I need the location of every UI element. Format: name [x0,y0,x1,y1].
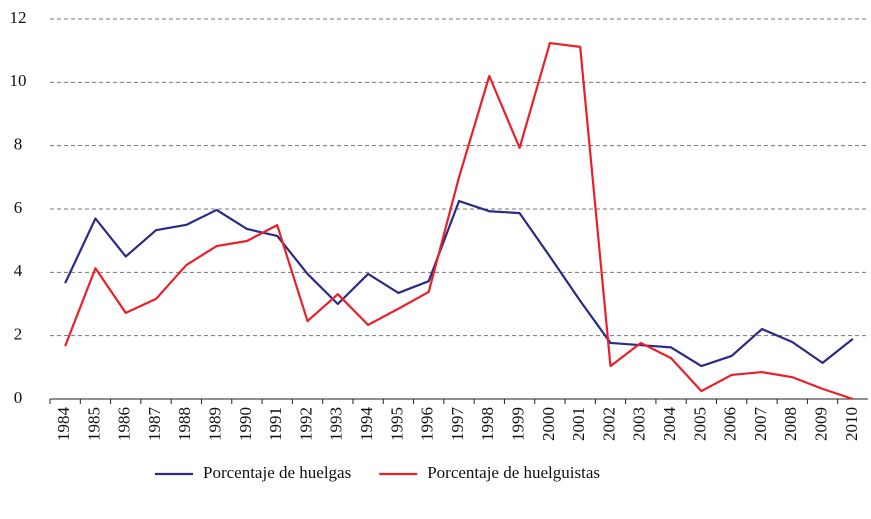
x-tick-label: 2001 [569,407,588,441]
x-tick-label: 2002 [599,407,618,441]
x-tick-label: 1985 [84,407,103,441]
x-tick-label: 1990 [236,407,255,441]
x-tick-label: 1998 [478,407,497,441]
x-tick-label: 2004 [660,407,679,442]
x-tick-label: 1996 [418,407,437,441]
x-tick-label: 2009 [811,407,830,441]
x-tick-label: 2008 [781,407,800,441]
y-tick-label: 0 [14,388,23,407]
x-tick-label: 1999 [508,407,527,441]
x-tick-label: 2010 [842,407,861,441]
x-tick-label: 2007 [751,407,770,442]
y-tick-label: 8 [14,135,23,154]
x-tick-label: 1986 [115,407,134,441]
x-tick-label: 2003 [630,407,649,441]
y-tick-label: 4 [14,261,23,280]
x-tick-label: 1987 [145,407,164,442]
y-tick-label: 6 [14,198,23,217]
y-tick-label: 12 [10,8,27,27]
line-series [64,199,854,368]
line-series [64,41,854,401]
x-tick-label: 1997 [448,407,467,442]
x-tick-label: 1989 [206,407,225,441]
x-tick-label: 2005 [690,407,709,441]
x-tick-label: 2000 [539,407,558,441]
x-tick-label: 2006 [721,407,740,441]
legend-label: Porcentaje de huelgas [203,463,351,482]
x-tick-label: 1991 [266,407,285,441]
x-tick-label: 1992 [296,407,315,441]
x-tick-label: 1995 [387,407,406,441]
x-tick-label: 1993 [327,407,346,441]
x-tick-label: 1994 [357,407,376,442]
y-tick-label: 10 [10,71,27,90]
x-tick-label: 1988 [175,407,194,441]
x-tick-label: 1984 [54,407,73,442]
legend-label: Porcentaje de huelguistas [427,463,600,482]
y-tick-label: 2 [14,325,23,344]
